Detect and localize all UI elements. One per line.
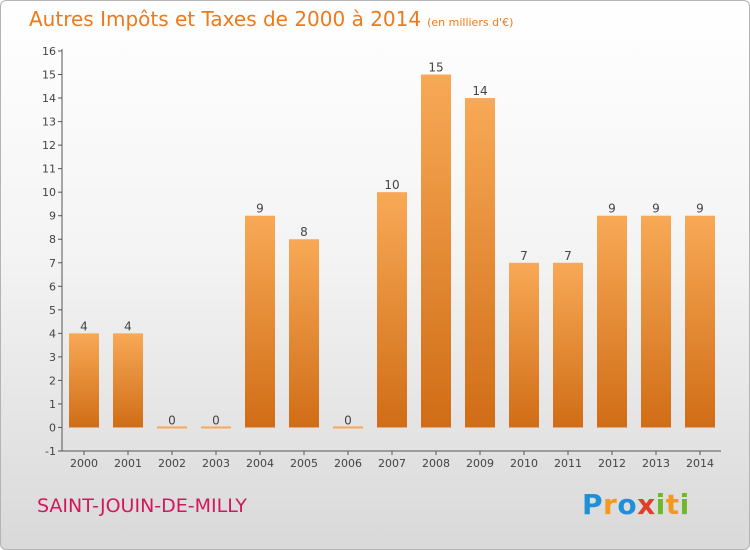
x-tick-label: 2012 — [598, 457, 626, 470]
x-tick-label: 2003 — [202, 457, 230, 470]
bar — [465, 98, 495, 428]
proxiti-logo[interactable]: Proxiti — [582, 487, 690, 523]
x-tick-label: 2001 — [114, 457, 142, 470]
bar — [685, 215, 715, 428]
data-label: 9 — [652, 202, 660, 216]
y-tick-label: 14 — [42, 92, 56, 105]
y-tick-label: 16 — [42, 45, 56, 58]
data-label: 4 — [80, 319, 88, 333]
bar — [421, 74, 451, 428]
data-label: 15 — [428, 61, 443, 75]
bar — [597, 215, 627, 428]
bar — [377, 192, 407, 428]
y-tick-label: 4 — [49, 327, 56, 340]
data-label: 9 — [256, 202, 264, 216]
bar — [553, 262, 583, 428]
data-label: 9 — [696, 202, 704, 216]
y-tick-label: -1 — [45, 445, 56, 458]
x-tick-label: 2010 — [510, 457, 538, 470]
bar — [641, 215, 671, 428]
title-text: Autres Impôts et Taxes de 2000 à 2014 — [29, 7, 422, 31]
logo-letter: r — [603, 488, 618, 521]
chart-title: Autres Impôts et Taxes de 2000 à 2014 (en… — [29, 7, 513, 31]
data-label: 0 — [168, 413, 176, 427]
y-tick-label: 6 — [49, 280, 56, 293]
bar — [201, 426, 231, 429]
data-label: 8 — [300, 225, 308, 239]
x-tick-label: 2011 — [554, 457, 582, 470]
y-tick-label: 1 — [49, 398, 56, 411]
logo-letter: i — [679, 488, 690, 521]
data-label: 14 — [472, 84, 487, 98]
x-tick-label: 2013 — [642, 457, 670, 470]
bar — [509, 262, 539, 428]
data-label: 9 — [608, 202, 616, 216]
data-label: 7 — [520, 249, 528, 263]
x-tick-label: 2009 — [466, 457, 494, 470]
x-tick-label: 2000 — [70, 457, 98, 470]
y-tick-label: 8 — [49, 233, 56, 246]
y-tick-label: 2 — [49, 374, 56, 387]
data-label: 7 — [564, 249, 572, 263]
y-tick-label: 10 — [42, 186, 56, 199]
y-tick-label: 12 — [42, 139, 56, 152]
y-tick-label: 5 — [49, 304, 56, 317]
x-axis: 2000 2001 2002 2003 2004 2005 2006 2007 2008 2009… — [62, 450, 721, 470]
y-tick-label: 0 — [49, 421, 56, 434]
data-label: 10 — [384, 178, 399, 192]
logo-letter: t — [665, 488, 680, 521]
bar — [333, 426, 363, 429]
logo-letter: P — [582, 488, 604, 521]
data-label: 0 — [212, 413, 220, 427]
title-unit: (en milliers d'€) — [427, 16, 514, 29]
y-tick-label: 15 — [42, 69, 56, 82]
y-tick-label: 13 — [42, 116, 56, 129]
logo-letter: o — [617, 488, 638, 521]
bar — [69, 333, 99, 428]
data-label: 4 — [124, 319, 132, 333]
x-tick-label: 2007 — [378, 457, 406, 470]
y-tick-label: 7 — [49, 257, 56, 270]
y-tick-label: 3 — [49, 351, 56, 364]
x-tick-label: 2005 — [290, 457, 318, 470]
bar — [245, 215, 275, 428]
x-tick-label: 2004 — [246, 457, 274, 470]
commune-name: SAINT-JOUIN-DE-MILLY — [37, 495, 247, 517]
x-tick-label: 2008 — [422, 457, 450, 470]
logo-letter: x — [637, 488, 656, 521]
bar — [289, 239, 319, 428]
y-tick-label: 11 — [42, 163, 56, 176]
data-labels: 4 4 0 0 9 8 0 10 15 14 7 7 9 9 9 — [80, 61, 704, 428]
logo-letter: i — [655, 488, 666, 521]
x-tick-label: 2006 — [334, 457, 362, 470]
bar — [157, 426, 187, 429]
bars — [69, 74, 715, 429]
bar — [113, 333, 143, 428]
y-tick-label: 9 — [49, 210, 56, 223]
x-tick-label: 2014 — [686, 457, 714, 470]
data-label: 0 — [344, 413, 352, 427]
x-tick-label: 2002 — [158, 457, 186, 470]
